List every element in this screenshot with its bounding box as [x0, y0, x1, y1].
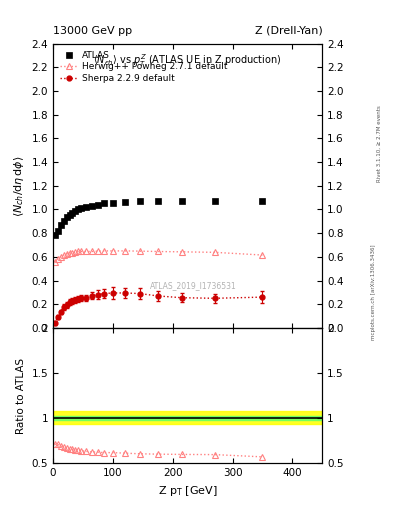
Text: Z (Drell-Yan): Z (Drell-Yan) [255, 26, 322, 36]
Bar [53, 416, 322, 420]
Bar [53, 411, 322, 423]
Text: mcplots.cern.ch [arXiv:1306.3436]: mcplots.cern.ch [arXiv:1306.3436] [371, 244, 376, 339]
Y-axis label: $\langle N_{ch}/\mathrm{d}\eta\,\mathrm{d}\phi\rangle$: $\langle N_{ch}/\mathrm{d}\eta\,\mathrm{… [12, 155, 26, 217]
Legend: ATLAS, Herwig++ Powheg 2.7.1 default, Sherpa 2.2.9 default: ATLAS, Herwig++ Powheg 2.7.1 default, Sh… [57, 48, 230, 86]
Text: Rivet 3.1.10, ≥ 2.7M events: Rivet 3.1.10, ≥ 2.7M events [377, 105, 382, 182]
Text: 13000 GeV pp: 13000 GeV pp [53, 26, 132, 36]
Text: ATLAS_2019_I1736531: ATLAS_2019_I1736531 [150, 281, 237, 290]
X-axis label: Z $\mathrm{p_T}$ [GeV]: Z $\mathrm{p_T}$ [GeV] [158, 484, 218, 498]
Y-axis label: Ratio to ATLAS: Ratio to ATLAS [16, 357, 26, 434]
Text: $\langle N_{ch}\rangle$ vs $p_T^Z$ (ATLAS UE in Z production): $\langle N_{ch}\rangle$ vs $p_T^Z$ (ATLA… [94, 52, 282, 69]
